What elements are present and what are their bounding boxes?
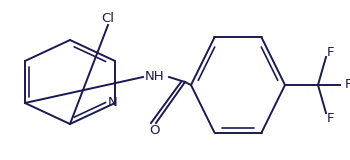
Text: N: N [108,96,118,109]
Text: Cl: Cl [102,12,114,24]
Text: NH: NH [145,71,165,84]
Text: F: F [344,79,350,92]
Text: F: F [326,45,334,59]
Text: O: O [150,124,160,136]
Text: F: F [326,112,334,124]
